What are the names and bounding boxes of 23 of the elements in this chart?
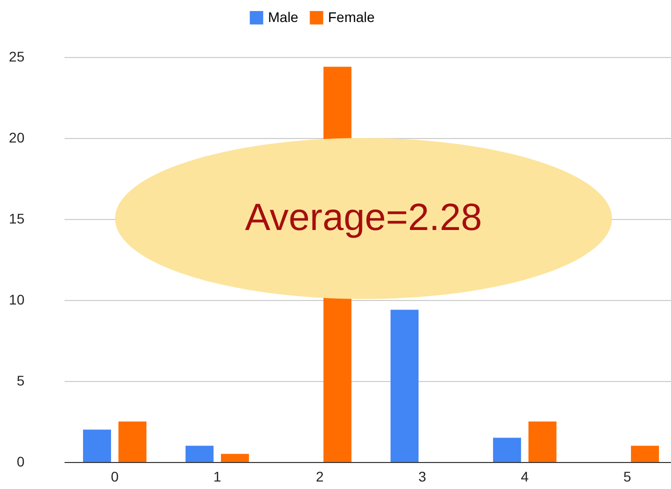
y-tick-label: 0: [16, 454, 25, 470]
bar: [118, 422, 146, 462]
bar: [220, 454, 249, 462]
bar: [186, 446, 214, 462]
bar: [83, 430, 112, 462]
y-tick-label: 25: [8, 48, 25, 64]
legend-label: Female: [328, 8, 375, 25]
bar: [630, 446, 659, 462]
y-tick-label: 20: [8, 130, 25, 146]
annotation: Average=2.28: [245, 197, 482, 240]
x-tick-label: 5: [623, 468, 632, 484]
y-tick-label: 5: [16, 372, 25, 388]
bar: [493, 438, 522, 462]
legend-label: Male: [268, 8, 299, 25]
x-tick-label: 4: [520, 468, 529, 484]
x-tick-label: 3: [418, 468, 426, 484]
y-tick-label: 15: [8, 210, 25, 226]
x-tick-label: 1: [213, 468, 222, 484]
bar: [528, 422, 556, 462]
x-tick-label: 0: [110, 468, 119, 484]
x-tick-label: 2: [316, 468, 324, 484]
y-tick-label: 10: [8, 292, 25, 308]
bar: [390, 310, 419, 462]
